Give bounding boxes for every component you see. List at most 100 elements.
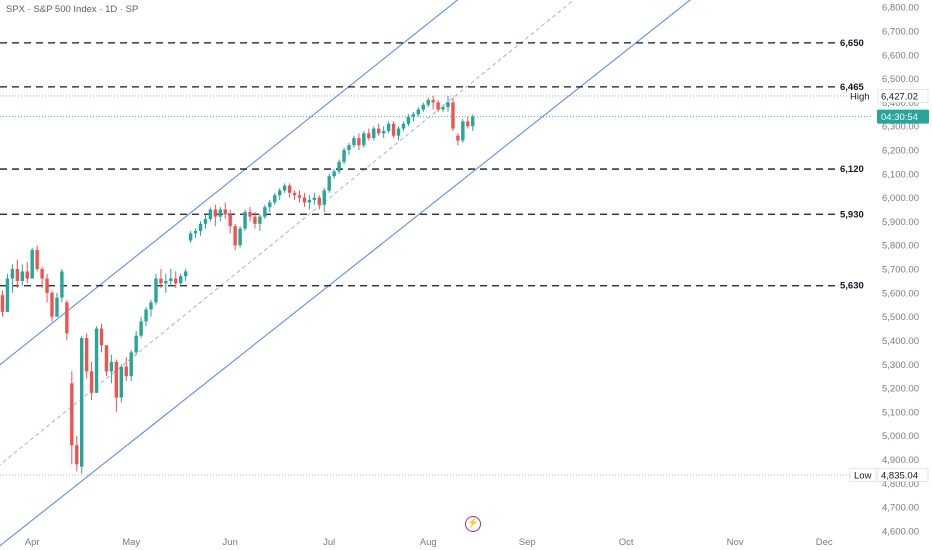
candle-body[interactable] bbox=[431, 100, 435, 103]
candle-body[interactable] bbox=[89, 371, 94, 393]
candle-body[interactable] bbox=[352, 138, 356, 146]
candle-body[interactable] bbox=[5, 278, 10, 312]
candle-body[interactable] bbox=[228, 214, 232, 227]
candle-body[interactable] bbox=[134, 335, 138, 353]
candle-body[interactable] bbox=[461, 121, 465, 141]
symbol-header[interactable]: SPX · S&P 500 Index · 1D · SP bbox=[6, 4, 139, 15]
candle-body[interactable] bbox=[238, 228, 242, 246]
candle-body[interactable] bbox=[446, 102, 450, 108]
candle-body[interactable] bbox=[391, 123, 396, 136]
candle-body[interactable] bbox=[94, 328, 99, 393]
candle-body[interactable] bbox=[109, 361, 114, 372]
candle-body[interactable] bbox=[287, 185, 292, 193]
candle-body[interactable] bbox=[70, 383, 74, 446]
candle-body[interactable] bbox=[223, 209, 227, 215]
candle-body[interactable] bbox=[208, 209, 213, 220]
candle-body[interactable] bbox=[65, 302, 69, 334]
candle-body[interactable] bbox=[164, 280, 168, 284]
candle-body[interactable] bbox=[169, 278, 173, 281]
candle-body[interactable] bbox=[129, 352, 133, 377]
candle-body[interactable] bbox=[179, 276, 183, 284]
candle-body[interactable] bbox=[80, 338, 84, 467]
candle-body[interactable] bbox=[45, 278, 49, 293]
candle-body[interactable] bbox=[282, 185, 287, 191]
candle-body[interactable] bbox=[99, 328, 104, 346]
candle-body[interactable] bbox=[154, 278, 158, 303]
candle-body[interactable] bbox=[381, 130, 386, 134]
candle-body[interactable] bbox=[203, 219, 208, 224]
candle-body[interactable] bbox=[401, 123, 406, 129]
candle-body[interactable] bbox=[114, 361, 119, 398]
channel-upper-line[interactable] bbox=[0, 0, 463, 367]
candle-body[interactable] bbox=[466, 121, 470, 127]
candle-body[interactable] bbox=[25, 271, 29, 279]
candle-body[interactable] bbox=[263, 207, 267, 217]
candle-body[interactable] bbox=[75, 445, 79, 465]
candle-body[interactable] bbox=[40, 269, 44, 279]
candle-body[interactable] bbox=[15, 269, 20, 281]
candle-body[interactable] bbox=[362, 133, 366, 146]
candle-body[interactable] bbox=[406, 116, 411, 124]
candle-body[interactable] bbox=[159, 278, 163, 284]
countdown-badge[interactable] bbox=[877, 109, 929, 124]
candle-body[interactable] bbox=[337, 161, 341, 172]
channel-middle-line[interactable] bbox=[0, 0, 577, 467]
candle-body[interactable] bbox=[421, 104, 425, 110]
candle-body[interactable] bbox=[10, 269, 15, 279]
candle-body[interactable] bbox=[386, 123, 391, 131]
candle-body[interactable] bbox=[307, 200, 312, 203]
candle-body[interactable] bbox=[193, 230, 198, 234]
candle-body[interactable] bbox=[273, 195, 277, 203]
candle-body[interactable] bbox=[20, 271, 24, 281]
candle-body[interactable] bbox=[411, 114, 416, 117]
lightning-icon[interactable]: ⚡ bbox=[465, 516, 481, 532]
candle-body[interactable] bbox=[60, 271, 64, 298]
candle-body[interactable] bbox=[347, 145, 351, 150]
candle-body[interactable] bbox=[317, 197, 321, 205]
candle-body[interactable] bbox=[302, 197, 307, 203]
candle-body[interactable] bbox=[0, 295, 5, 312]
candle-body[interactable] bbox=[292, 192, 297, 196]
channel-lower-line[interactable] bbox=[0, 0, 696, 548]
candle-body[interactable] bbox=[322, 190, 326, 205]
candle-body[interactable] bbox=[243, 211, 247, 229]
candle-body[interactable] bbox=[104, 345, 109, 372]
candle-body[interactable] bbox=[332, 171, 336, 177]
candle-body[interactable] bbox=[119, 366, 123, 398]
candle-body[interactable] bbox=[297, 195, 302, 198]
candle-body[interactable] bbox=[396, 128, 401, 136]
candle-body[interactable] bbox=[50, 292, 54, 317]
candle-body[interactable] bbox=[188, 233, 193, 241]
candle-body[interactable] bbox=[377, 128, 381, 134]
candle-body[interactable] bbox=[312, 197, 317, 200]
candle-body[interactable] bbox=[416, 109, 420, 115]
candle-body[interactable] bbox=[139, 321, 143, 336]
candle-body[interactable] bbox=[233, 226, 237, 246]
candle-body[interactable] bbox=[174, 278, 178, 284]
candle-body[interactable] bbox=[451, 102, 455, 129]
candle-body[interactable] bbox=[183, 271, 188, 277]
candle-body[interactable] bbox=[456, 135, 460, 141]
candle-body[interactable] bbox=[55, 297, 59, 317]
candle-body[interactable] bbox=[144, 309, 148, 322]
candle-body[interactable] bbox=[35, 250, 39, 270]
candle-body[interactable] bbox=[357, 138, 361, 146]
candle-body[interactable] bbox=[30, 250, 34, 279]
candle-body[interactable] bbox=[258, 216, 262, 224]
candle-body[interactable] bbox=[342, 150, 346, 162]
candle-body[interactable] bbox=[426, 100, 430, 105]
candle-body[interactable] bbox=[367, 133, 371, 139]
candle-body[interactable] bbox=[372, 128, 376, 139]
candle-body[interactable] bbox=[218, 209, 222, 217]
candle-body[interactable] bbox=[436, 102, 440, 110]
candle-body[interactable] bbox=[149, 302, 153, 310]
candle-body[interactable] bbox=[327, 176, 331, 191]
candle-body[interactable] bbox=[268, 202, 272, 208]
candle-body[interactable] bbox=[84, 338, 89, 372]
candle-body[interactable] bbox=[198, 223, 203, 231]
candle-body[interactable] bbox=[253, 216, 257, 224]
candle-body[interactable] bbox=[124, 366, 128, 377]
candle-body[interactable] bbox=[471, 116, 475, 127]
candle-body[interactable] bbox=[441, 107, 445, 110]
